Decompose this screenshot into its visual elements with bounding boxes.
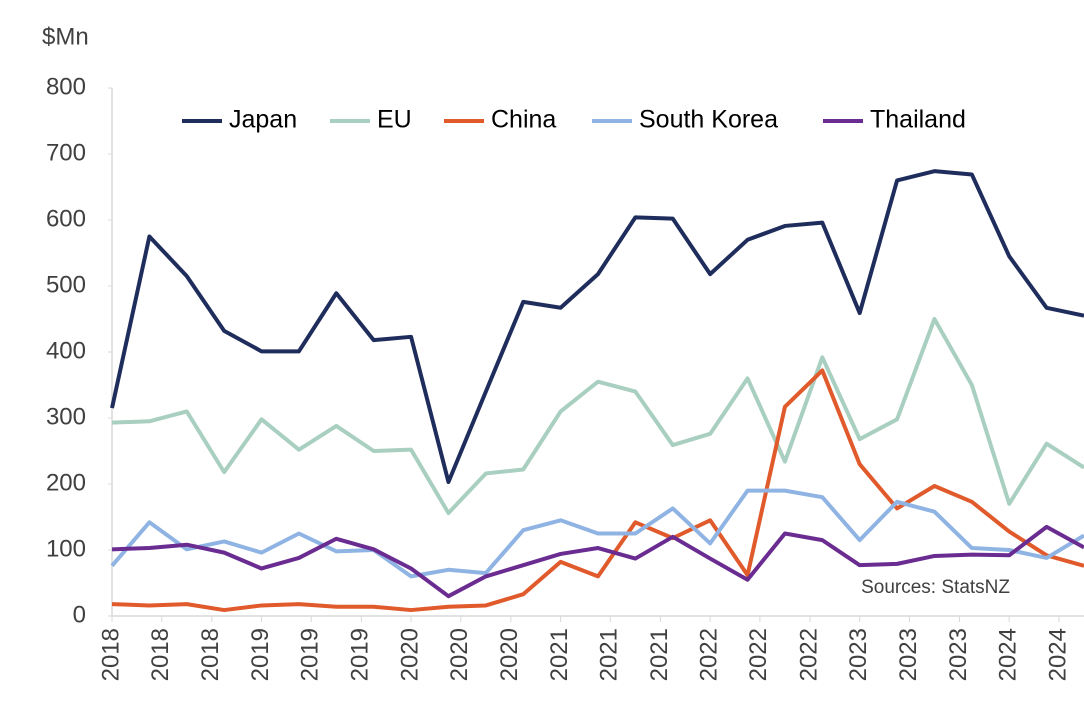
- y-tick-label: 100: [46, 535, 86, 562]
- x-tick-label: 2018: [97, 628, 124, 681]
- annotation: Sources: StatsNZ: [861, 577, 1010, 598]
- x-tick-label: 2019: [347, 628, 374, 681]
- legend-label: EU: [377, 106, 412, 134]
- x-tick-label: 2018: [147, 628, 174, 681]
- y-tick-label: 400: [46, 337, 86, 364]
- legend-label: Thailand: [870, 106, 966, 134]
- x-tick-label: 2023: [845, 628, 872, 681]
- y-tick-label: 200: [46, 469, 86, 496]
- y-tick-label: 700: [46, 139, 86, 166]
- series-line: [111, 368, 1084, 613]
- x-tick-label: 2020: [496, 628, 523, 681]
- series-line: [111, 317, 1084, 516]
- y-axis-label: $Mn: [42, 23, 89, 50]
- x-tick-label: 2022: [745, 628, 772, 681]
- legend-label: South Korea: [639, 106, 778, 134]
- x-tick-label: 2021: [596, 628, 623, 681]
- x-tick-label: 2021: [546, 628, 573, 681]
- series-line: [111, 524, 1084, 599]
- x-tick-label: 2022: [695, 628, 722, 681]
- x-tick-label: 2024: [995, 628, 1022, 681]
- x-tick-label: 2023: [945, 628, 972, 681]
- x-tick-label: 2020: [396, 628, 423, 681]
- x-tick-label: 2020: [446, 628, 473, 681]
- y-tick-label: 0: [73, 601, 86, 628]
- y-tick-label: 800: [46, 73, 86, 100]
- x-tick-label: 2023: [895, 628, 922, 681]
- x-tick-label: 2024: [1044, 628, 1071, 681]
- x-tick-label: 2021: [646, 628, 673, 681]
- x-tick-label: 2019: [297, 628, 324, 681]
- x-tick-label: 2018: [197, 628, 224, 681]
- legend-label: Japan: [229, 106, 297, 134]
- series-line: [110, 169, 1084, 485]
- y-tick-label: 300: [46, 403, 86, 430]
- series-line: [110, 488, 1084, 579]
- y-tick-label: 600: [46, 205, 86, 232]
- legend-label: China: [491, 106, 556, 134]
- x-tick-label: 2019: [247, 628, 274, 681]
- x-tick-label: 2022: [795, 628, 822, 681]
- y-tick-label: 500: [46, 271, 86, 298]
